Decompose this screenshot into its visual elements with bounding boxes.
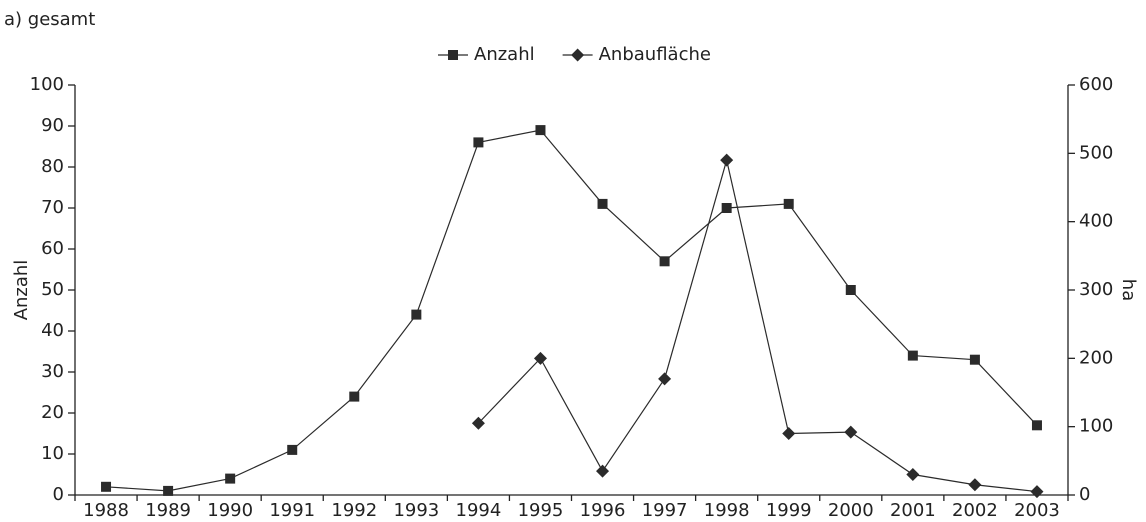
x-tick-label: 2003 xyxy=(1014,500,1060,521)
marker xyxy=(906,468,920,481)
marker xyxy=(968,478,982,492)
y2-tick-label: 500 xyxy=(1079,142,1113,163)
marker xyxy=(1031,420,1042,431)
marker xyxy=(101,481,112,492)
y-tick-label: 90 xyxy=(41,115,64,136)
legend-marker xyxy=(571,48,585,62)
marker xyxy=(844,425,858,439)
x-tick-label: 1998 xyxy=(704,500,750,521)
chart-subtitle: a) gesamt xyxy=(4,9,95,30)
x-tick-label: 1996 xyxy=(580,500,626,521)
marker xyxy=(597,198,608,209)
y2-tick-label: 400 xyxy=(1079,211,1113,232)
marker xyxy=(720,153,734,167)
y2-tick-label: 200 xyxy=(1079,347,1113,368)
y-tick-label: 40 xyxy=(41,320,64,341)
y-tick-label: 50 xyxy=(41,279,64,300)
marker xyxy=(596,464,610,478)
x-tick-label: 1992 xyxy=(331,500,377,521)
marker xyxy=(225,473,236,484)
y2-tick-label: 300 xyxy=(1079,279,1113,300)
y-tick-label: 70 xyxy=(41,197,64,218)
x-tick-label: 2000 xyxy=(828,500,874,521)
x-tick-label: 1989 xyxy=(145,500,191,521)
x-tick-label: 1988 xyxy=(83,500,129,521)
x-tick-label: 1991 xyxy=(269,500,315,521)
legend-marker xyxy=(448,50,458,60)
y-tick-label: 20 xyxy=(41,402,64,423)
x-tick-label: 1994 xyxy=(456,500,502,521)
marker xyxy=(845,285,856,295)
y-tick-label: 80 xyxy=(41,156,64,177)
marker xyxy=(783,198,794,209)
marker xyxy=(721,203,732,213)
y2-axis-label: ha xyxy=(1118,279,1139,301)
marker xyxy=(969,354,980,365)
series-line xyxy=(105,129,1038,492)
marker xyxy=(658,372,672,386)
y-tick-label: 100 xyxy=(30,74,64,95)
y-tick-label: 10 xyxy=(41,443,64,464)
marker xyxy=(1030,485,1044,499)
y-tick-label: 0 xyxy=(53,484,64,505)
x-tick-label: 2001 xyxy=(890,500,936,521)
marker xyxy=(471,416,485,430)
marker xyxy=(533,351,547,365)
x-tick-label: 1993 xyxy=(393,500,439,521)
marker xyxy=(782,427,796,440)
x-tick-label: 1990 xyxy=(207,500,253,521)
y2-tick-label: 600 xyxy=(1079,74,1113,95)
x-tick-label: 1995 xyxy=(518,500,564,521)
legend-label: Anzahl xyxy=(474,44,535,65)
y-tick-label: 30 xyxy=(41,361,64,382)
marker xyxy=(411,309,422,320)
y-tick-label: 60 xyxy=(41,238,64,259)
marker xyxy=(473,137,484,148)
y-axis-label: Anzahl xyxy=(11,260,32,321)
marker xyxy=(349,391,360,402)
y2-tick-label: 0 xyxy=(1079,484,1090,505)
marker xyxy=(535,125,546,136)
marker xyxy=(907,350,918,361)
marker xyxy=(163,485,174,496)
x-tick-label: 2002 xyxy=(952,500,998,521)
marker xyxy=(287,444,298,455)
x-tick-label: 1997 xyxy=(642,500,688,521)
legend-label: Anbaufläche xyxy=(599,44,711,65)
x-tick-label: 1999 xyxy=(766,500,812,521)
series-line xyxy=(477,160,1038,493)
y2-tick-label: 100 xyxy=(1079,416,1113,437)
marker xyxy=(659,256,670,267)
